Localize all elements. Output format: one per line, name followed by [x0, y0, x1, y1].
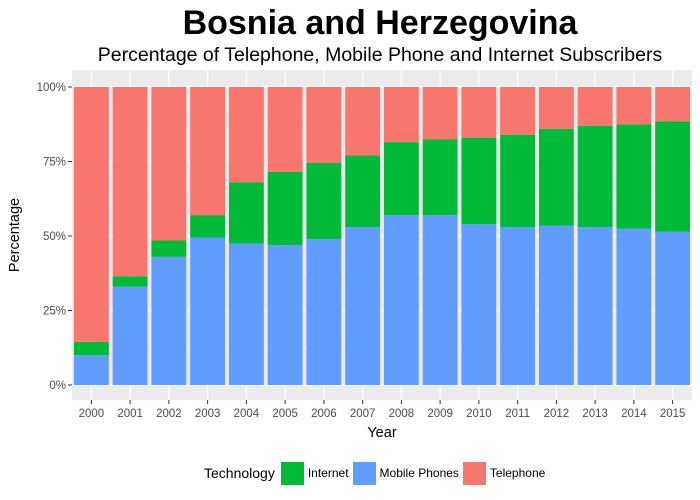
bar-mobile-phones-2004 [228, 243, 264, 385]
bar-internet-2008 [383, 142, 419, 216]
x-tick-label: 2001 [117, 408, 143, 420]
bar-internet-2002 [151, 240, 187, 257]
y-tick-label: 0% [49, 380, 66, 392]
bar-mobile-phones-2007 [345, 227, 381, 385]
bar-mobile-phones-2012 [538, 225, 574, 385]
x-tick-label: 2008 [389, 408, 415, 420]
bar-internet-2013 [577, 125, 613, 228]
x-tick-label: 2010 [466, 408, 492, 420]
bar-mobile-phones-2011 [500, 227, 536, 385]
bar-mobile-phones-2014 [616, 228, 652, 385]
bar-telephone-2009 [422, 87, 458, 140]
bar-internet-2005 [267, 171, 303, 245]
legend-title: Technology [204, 465, 275, 481]
bar-telephone-2011 [500, 87, 536, 135]
x-axis-label: Year [367, 425, 396, 441]
bar-internet-2009 [422, 139, 458, 216]
legend-key-mobile-phones [352, 461, 376, 485]
x-tick-label: 2015 [660, 408, 686, 420]
bar-internet-2014 [616, 124, 652, 229]
bar-mobile-phones-2003 [190, 237, 226, 385]
bar-telephone-2013 [577, 87, 613, 126]
bar-internet-2015 [655, 121, 691, 232]
legend-key-telephone [462, 461, 486, 485]
bar-mobile-phones-2002 [151, 256, 187, 385]
bar-telephone-2003 [190, 87, 226, 216]
y-tick-label: 100% [37, 82, 66, 94]
legend-item-internet: Internet [280, 461, 349, 485]
bar-internet-2011 [500, 134, 536, 228]
x-tick-label: 2003 [195, 408, 221, 420]
bar-mobile-phones-2008 [383, 215, 419, 385]
bar-telephone-2001 [112, 87, 148, 277]
legend-label-mobile-phones: Mobile Phones [379, 466, 459, 480]
chart-title: Bosnia and Herzegovina [182, 4, 578, 42]
legend-item-mobile-phones: Mobile Phones [352, 461, 459, 485]
x-tick-label: 2014 [621, 408, 647, 420]
legend-item-telephone: Telephone [462, 461, 546, 485]
bar-mobile-phones-2005 [267, 244, 303, 385]
bar-internet-2012 [538, 128, 574, 226]
bar-internet-2003 [190, 215, 226, 238]
bar-mobile-phones-2001 [112, 286, 148, 385]
bar-internet-2000 [73, 341, 109, 356]
bar-mobile-phones-2013 [577, 227, 613, 385]
x-tick-label: 2013 [582, 408, 608, 420]
legend-label-internet: Internet [307, 466, 349, 480]
x-tick-label: 2009 [427, 408, 453, 420]
y-tick-label: 75% [43, 157, 66, 169]
bar-telephone-2008 [383, 87, 419, 143]
y-tick-label: 50% [43, 231, 66, 243]
y-axis-label: Percentage [7, 198, 23, 272]
y-tick-label: 25% [43, 306, 66, 318]
bar-mobile-phones-2010 [461, 224, 497, 385]
bar-telephone-2010 [461, 87, 497, 138]
x-tick-label: 2005 [272, 408, 298, 420]
bar-telephone-2004 [228, 87, 264, 183]
x-tick-label: 2000 [79, 408, 105, 420]
x-tick-label: 2011 [505, 408, 530, 420]
chart-subtitle: Percentage of Telephone, Mobile Phone an… [97, 44, 663, 66]
bar-telephone-2015 [655, 87, 691, 122]
bar-mobile-phones-2006 [306, 238, 342, 385]
bar-mobile-phones-2009 [422, 215, 458, 385]
bar-internet-2001 [112, 276, 148, 287]
x-tick-label: 2012 [544, 408, 570, 420]
bar-mobile-phones-2015 [655, 231, 691, 385]
bar-internet-2010 [461, 137, 497, 225]
x-tick-label: 2002 [156, 408, 182, 420]
bar-telephone-2014 [616, 87, 652, 125]
x-tick-label: 2006 [311, 408, 337, 420]
legend-key-internet [280, 461, 304, 485]
legend-label-telephone: Telephone [489, 466, 546, 480]
legend: Technology Internet Mobile Phones Teleph… [204, 458, 549, 488]
bar-telephone-2012 [538, 87, 574, 129]
x-tick-label: 2007 [350, 408, 376, 420]
bar-mobile-phones-2000 [73, 355, 109, 385]
bar-telephone-2002 [151, 87, 187, 241]
bar-internet-2007 [345, 155, 381, 228]
x-tick-label: 2004 [234, 408, 260, 420]
bar-internet-2004 [228, 182, 264, 244]
bar-internet-2006 [306, 162, 342, 239]
bar-telephone-2006 [306, 87, 342, 163]
bar-telephone-2000 [73, 87, 109, 342]
bar-telephone-2005 [267, 87, 303, 172]
bar-telephone-2007 [345, 87, 381, 156]
